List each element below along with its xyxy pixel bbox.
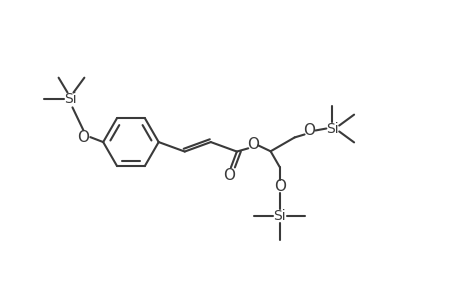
Text: O: O xyxy=(223,168,235,183)
Text: O: O xyxy=(246,137,258,152)
Text: Si: Si xyxy=(64,92,77,106)
Text: O: O xyxy=(77,130,89,145)
Text: Si: Si xyxy=(325,122,338,136)
Text: O: O xyxy=(303,123,315,138)
Text: Si: Si xyxy=(273,209,285,224)
Text: O: O xyxy=(273,179,285,194)
